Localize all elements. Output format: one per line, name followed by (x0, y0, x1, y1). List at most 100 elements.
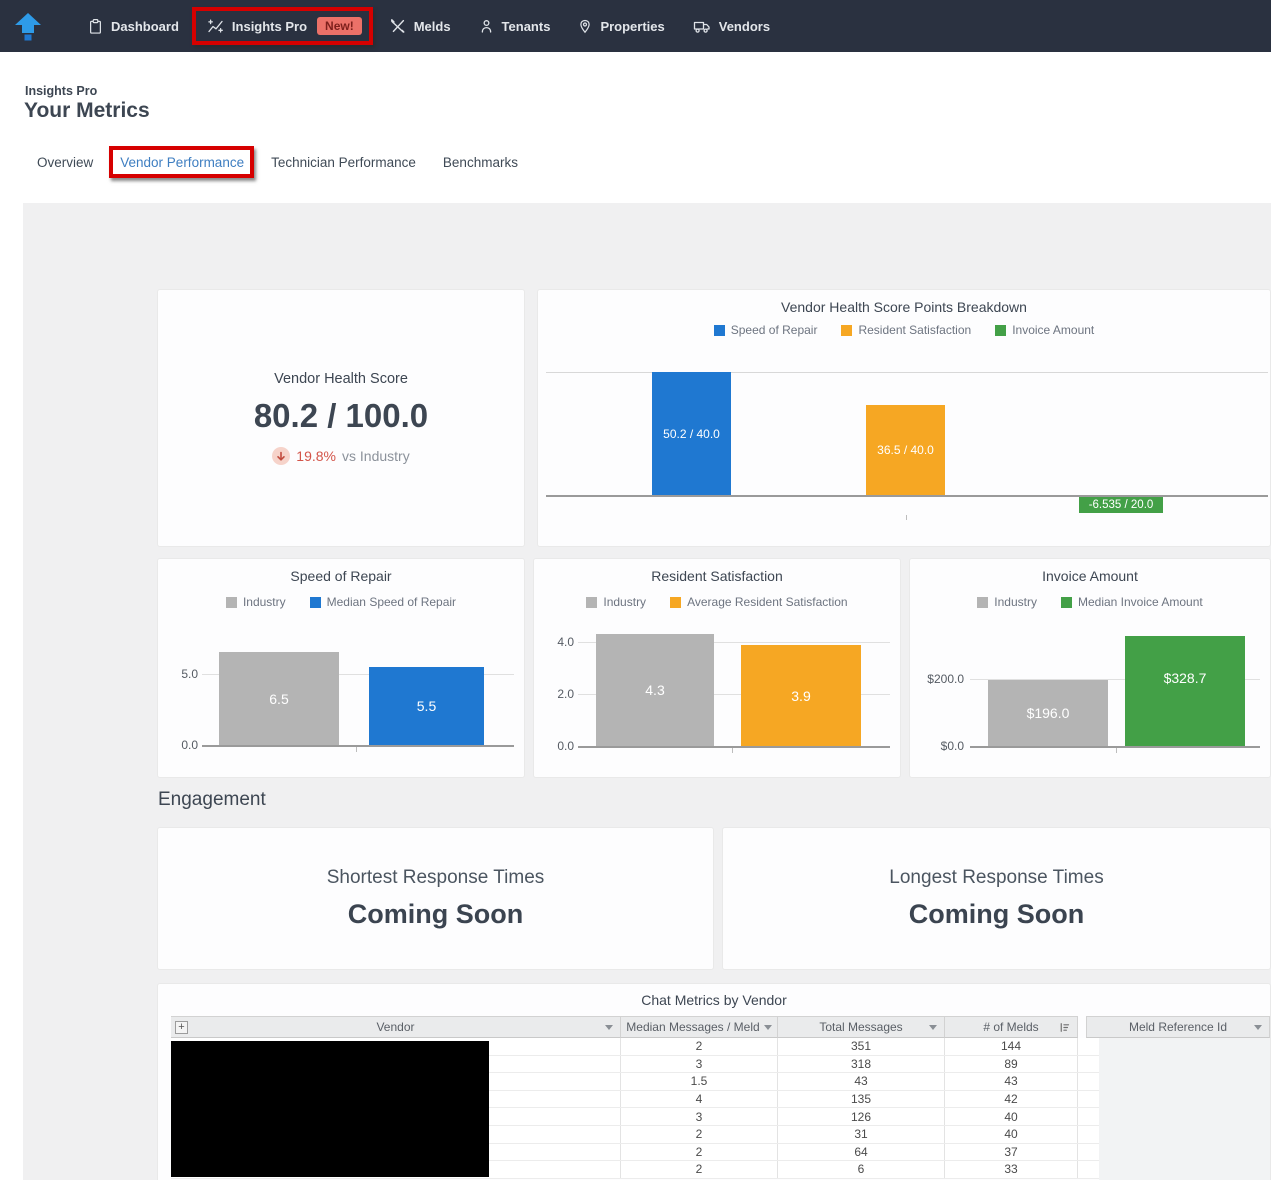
map-pin-icon (578, 18, 592, 35)
bar-industry: $196.0 (988, 680, 1108, 746)
bar-median-speed: 5.5 (369, 667, 484, 745)
legend-label: Industry (994, 595, 1037, 609)
total-cell: 126 (778, 1108, 945, 1125)
x-axis (546, 495, 1268, 497)
app-logo[interactable] (10, 8, 46, 44)
column-header-total-messages[interactable]: Total Messages (778, 1016, 945, 1038)
nav-dashboard[interactable]: Dashboard (88, 18, 179, 35)
column-menu-icon[interactable] (929, 1025, 937, 1030)
longest-response-title: Longest Response Times (889, 867, 1104, 888)
vendor-cell (171, 1073, 621, 1090)
legend-industry[interactable]: Industry (977, 595, 1037, 609)
column-header-vendor[interactable]: + Vendor (171, 1016, 621, 1038)
property-meld-logo-icon (15, 13, 41, 41)
chat-metrics-title: Chat Metrics by Vendor (641, 992, 787, 1008)
longest-response-card: Longest Response Times Coming Soon (722, 827, 1271, 970)
resident-satisfaction-card: Resident Satisfaction Industry Average R… (533, 558, 901, 778)
health-score-delta: 19.8% vs Industry (272, 447, 410, 465)
meld-reference-column-panel (1099, 1038, 1270, 1180)
legend-invoice-amount[interactable]: Invoice Amount (995, 323, 1094, 337)
x-axis (202, 745, 514, 747)
tools-icon (390, 18, 406, 34)
satisfaction-legend: Industry Average Resident Satisfaction (534, 595, 900, 609)
bar-label: 4.3 (645, 682, 665, 698)
truck-icon (693, 19, 711, 34)
nav-label: Tenants (501, 18, 551, 34)
bar-average-satisfaction: 3.9 (741, 645, 861, 746)
column-header-median-messages[interactable]: Median Messages / Meld (621, 1016, 778, 1038)
legend-average-satisfaction[interactable]: Average Resident Satisfaction (670, 595, 848, 609)
legend-resident-satisfaction[interactable]: Resident Satisfaction (841, 323, 971, 337)
legend-chip-green (1060, 596, 1072, 608)
legend-label: Resident Satisfaction (858, 323, 972, 337)
legend-chip-gray (225, 596, 237, 608)
legend-median-invoice[interactable]: Median Invoice Amount (1060, 595, 1203, 609)
bar-label: 50.2 / 40.0 (663, 426, 720, 441)
legend-label: Median Invoice Amount (1077, 595, 1203, 609)
bar-label: $196.0 (1026, 705, 1070, 721)
nav-tenants[interactable]: Tenants (479, 18, 551, 34)
y-tick-5: 5.0 (181, 667, 198, 681)
tab-benchmarks[interactable]: Benchmarks (442, 155, 518, 170)
bar-label: 3.9 (791, 687, 811, 704)
median-cell: 3 (621, 1108, 778, 1125)
breakdown-legend: Speed of Repair Resident Satisfaction In… (538, 323, 1270, 337)
legend-label: Median Speed of Repair (326, 595, 457, 609)
nav-label: Properties (600, 18, 665, 34)
legend-chip-blue (713, 324, 725, 336)
invoice-chart-title: Invoice Amount (1042, 568, 1138, 584)
insights-sparkle-icon (207, 18, 224, 34)
column-header-meld-reference[interactable]: Meld Reference Id (1086, 1016, 1270, 1038)
new-badge: New! (317, 17, 362, 35)
legend-speed-of-repair[interactable]: Speed of Repair (713, 323, 817, 337)
column-menu-icon[interactable] (1254, 1025, 1262, 1030)
gridline (970, 679, 1260, 680)
arrow-down-icon (272, 447, 291, 465)
bar-invoice-amount-negative: -6.535 / 20.0 (1079, 497, 1163, 513)
nav-vendors[interactable]: Vendors (693, 19, 770, 34)
bar-industry: 6.5 (219, 652, 339, 745)
table-header-row: + Vendor Median Messages / Meld Total Me… (171, 1016, 1270, 1038)
gridline (578, 694, 890, 695)
coming-soon-label: Coming Soon (347, 899, 524, 929)
nav-properties[interactable]: Properties (578, 18, 665, 35)
sort-icon[interactable] (1058, 1021, 1071, 1037)
speed-of-repair-card: Speed of Repair Industry Median Speed of… (157, 558, 525, 778)
nav-label: Melds (413, 18, 451, 34)
tab-technician-performance[interactable]: Technician Performance (271, 155, 416, 170)
vendor-cell (171, 1143, 621, 1161)
legend-median-speed[interactable]: Median Speed of Repair (309, 595, 457, 609)
melds-cell: 144 (945, 1038, 1078, 1055)
column-menu-icon[interactable] (763, 1024, 772, 1030)
tab-label: Vendor Performance (120, 155, 245, 170)
vendor-names-redaction-box (171, 1041, 489, 1177)
nav-melds[interactable]: Melds (390, 18, 451, 34)
engagement-heading: Engagement (158, 789, 266, 810)
tab-vendor-performance[interactable]: Vendor Performance (109, 146, 255, 178)
median-cell: 2 (621, 1038, 778, 1055)
delta-percent: 19.8% (296, 448, 336, 464)
delta-vs-label: vs Industry (342, 448, 410, 464)
gridline (546, 372, 1268, 373)
speed-legend: Industry Median Speed of Repair (158, 595, 524, 609)
column-menu-icon[interactable] (605, 1025, 613, 1030)
legend-industry[interactable]: Industry (225, 595, 286, 609)
vendor-cell (171, 1090, 621, 1108)
points-breakdown-card: Vendor Health Score Points Breakdown Spe… (537, 289, 1271, 547)
expand-all-button[interactable]: + (175, 1021, 188, 1034)
column-header-num-melds[interactable]: # of Melds (945, 1016, 1078, 1038)
bar-label: 36.5 / 40.0 (877, 443, 934, 457)
y-tick-4: 4.0 (557, 635, 574, 649)
tab-overview[interactable]: Overview (37, 155, 94, 170)
bar-industry: 4.3 (596, 634, 714, 746)
bar-median-invoice: $328.7 (1125, 636, 1245, 746)
melds-cell: 40 (945, 1108, 1078, 1125)
melds-cell: 40 (945, 1125, 1078, 1143)
breakdown-chart-title: Vendor Health Score Points Breakdown (781, 299, 1027, 315)
column-label: Median Messages / Meld (626, 1020, 760, 1034)
median-cell: 2 (621, 1161, 778, 1178)
legend-industry[interactable]: Industry (586, 595, 646, 609)
nav-insights-pro[interactable]: Insights Pro New! (191, 7, 373, 45)
invoice-legend: Industry Median Invoice Amount (910, 595, 1270, 609)
